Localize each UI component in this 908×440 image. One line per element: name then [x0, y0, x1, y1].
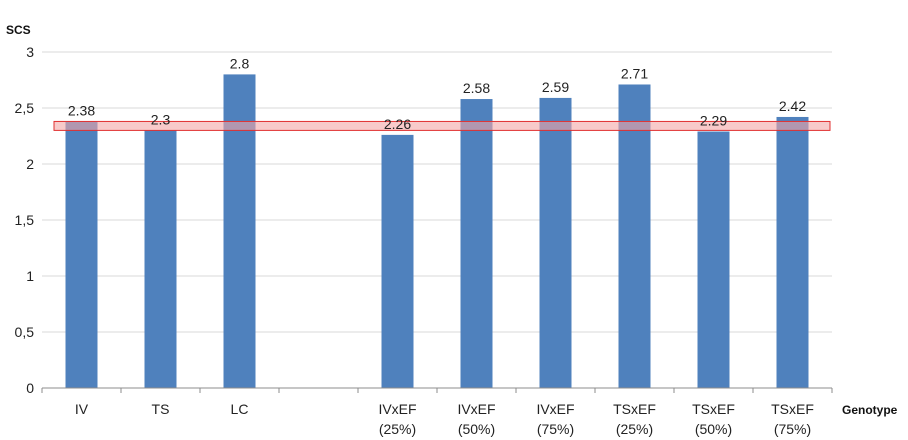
bar — [697, 131, 730, 388]
data-label: 2.8 — [230, 55, 250, 71]
data-label: 2.29 — [700, 113, 727, 129]
bar — [460, 99, 493, 388]
x-tick-label: IVxEF — [536, 401, 574, 417]
y-axis-title: SCS — [6, 23, 31, 37]
bar — [776, 116, 809, 389]
y-tick-label: 2,5 — [15, 100, 35, 116]
x-tick-label: (50%) — [695, 421, 732, 437]
bar — [618, 84, 651, 388]
x-tick-label: TSxEF — [771, 401, 814, 417]
x-tick-label: (25%) — [616, 421, 653, 437]
bar — [381, 134, 414, 388]
bar — [65, 121, 98, 388]
y-tick-label: 3 — [26, 44, 34, 60]
x-axis-title: Genotype — [842, 403, 898, 417]
y-axis-ticks: 0 0,5 1 1,5 2 2,5 3 — [15, 44, 35, 396]
y-tick-label: 0,5 — [15, 324, 35, 340]
reference-band — [53, 120, 831, 131]
x-tick-label: IVxEF — [457, 401, 495, 417]
bar — [539, 97, 572, 389]
data-label: 2.58 — [463, 80, 490, 96]
x-tick-label: TSxEF — [692, 401, 735, 417]
reference-band-group — [53, 120, 831, 131]
data-label: 2.38 — [68, 102, 95, 118]
x-tick-label: (75%) — [537, 421, 574, 437]
data-labels: 2.38 2.3 2.8 2.26 2.58 2.59 2.71 2.29 2.42 — [68, 55, 806, 131]
data-label: 2.26 — [384, 116, 411, 132]
x-tick-label: TS — [152, 401, 170, 417]
y-tick-label: 0 — [26, 380, 34, 396]
x-tick-label: (75%) — [774, 421, 811, 437]
data-label: 2.3 — [151, 111, 171, 127]
bar — [144, 130, 177, 388]
x-tick-label: IVxEF — [378, 401, 416, 417]
x-tick-label: (25%) — [379, 421, 416, 437]
data-label: 2.59 — [542, 79, 569, 95]
y-tick-label: 1 — [26, 268, 34, 284]
bars — [65, 74, 809, 389]
x-tick-label: TSxEF — [613, 401, 656, 417]
y-tick-label: 2 — [26, 156, 34, 172]
data-label: 2.42 — [779, 98, 806, 114]
x-tick-label: IV — [75, 401, 89, 417]
x-tick-label: (50%) — [458, 421, 495, 437]
y-tick-label: 1,5 — [15, 212, 35, 228]
x-axis-ticks: IV TS LC IVxEF (25%) IVxEF (50%) IVxEF (75%) TSxE… — [41, 388, 833, 437]
data-label: 2.71 — [621, 65, 648, 81]
x-tick-label: LC — [231, 401, 249, 417]
